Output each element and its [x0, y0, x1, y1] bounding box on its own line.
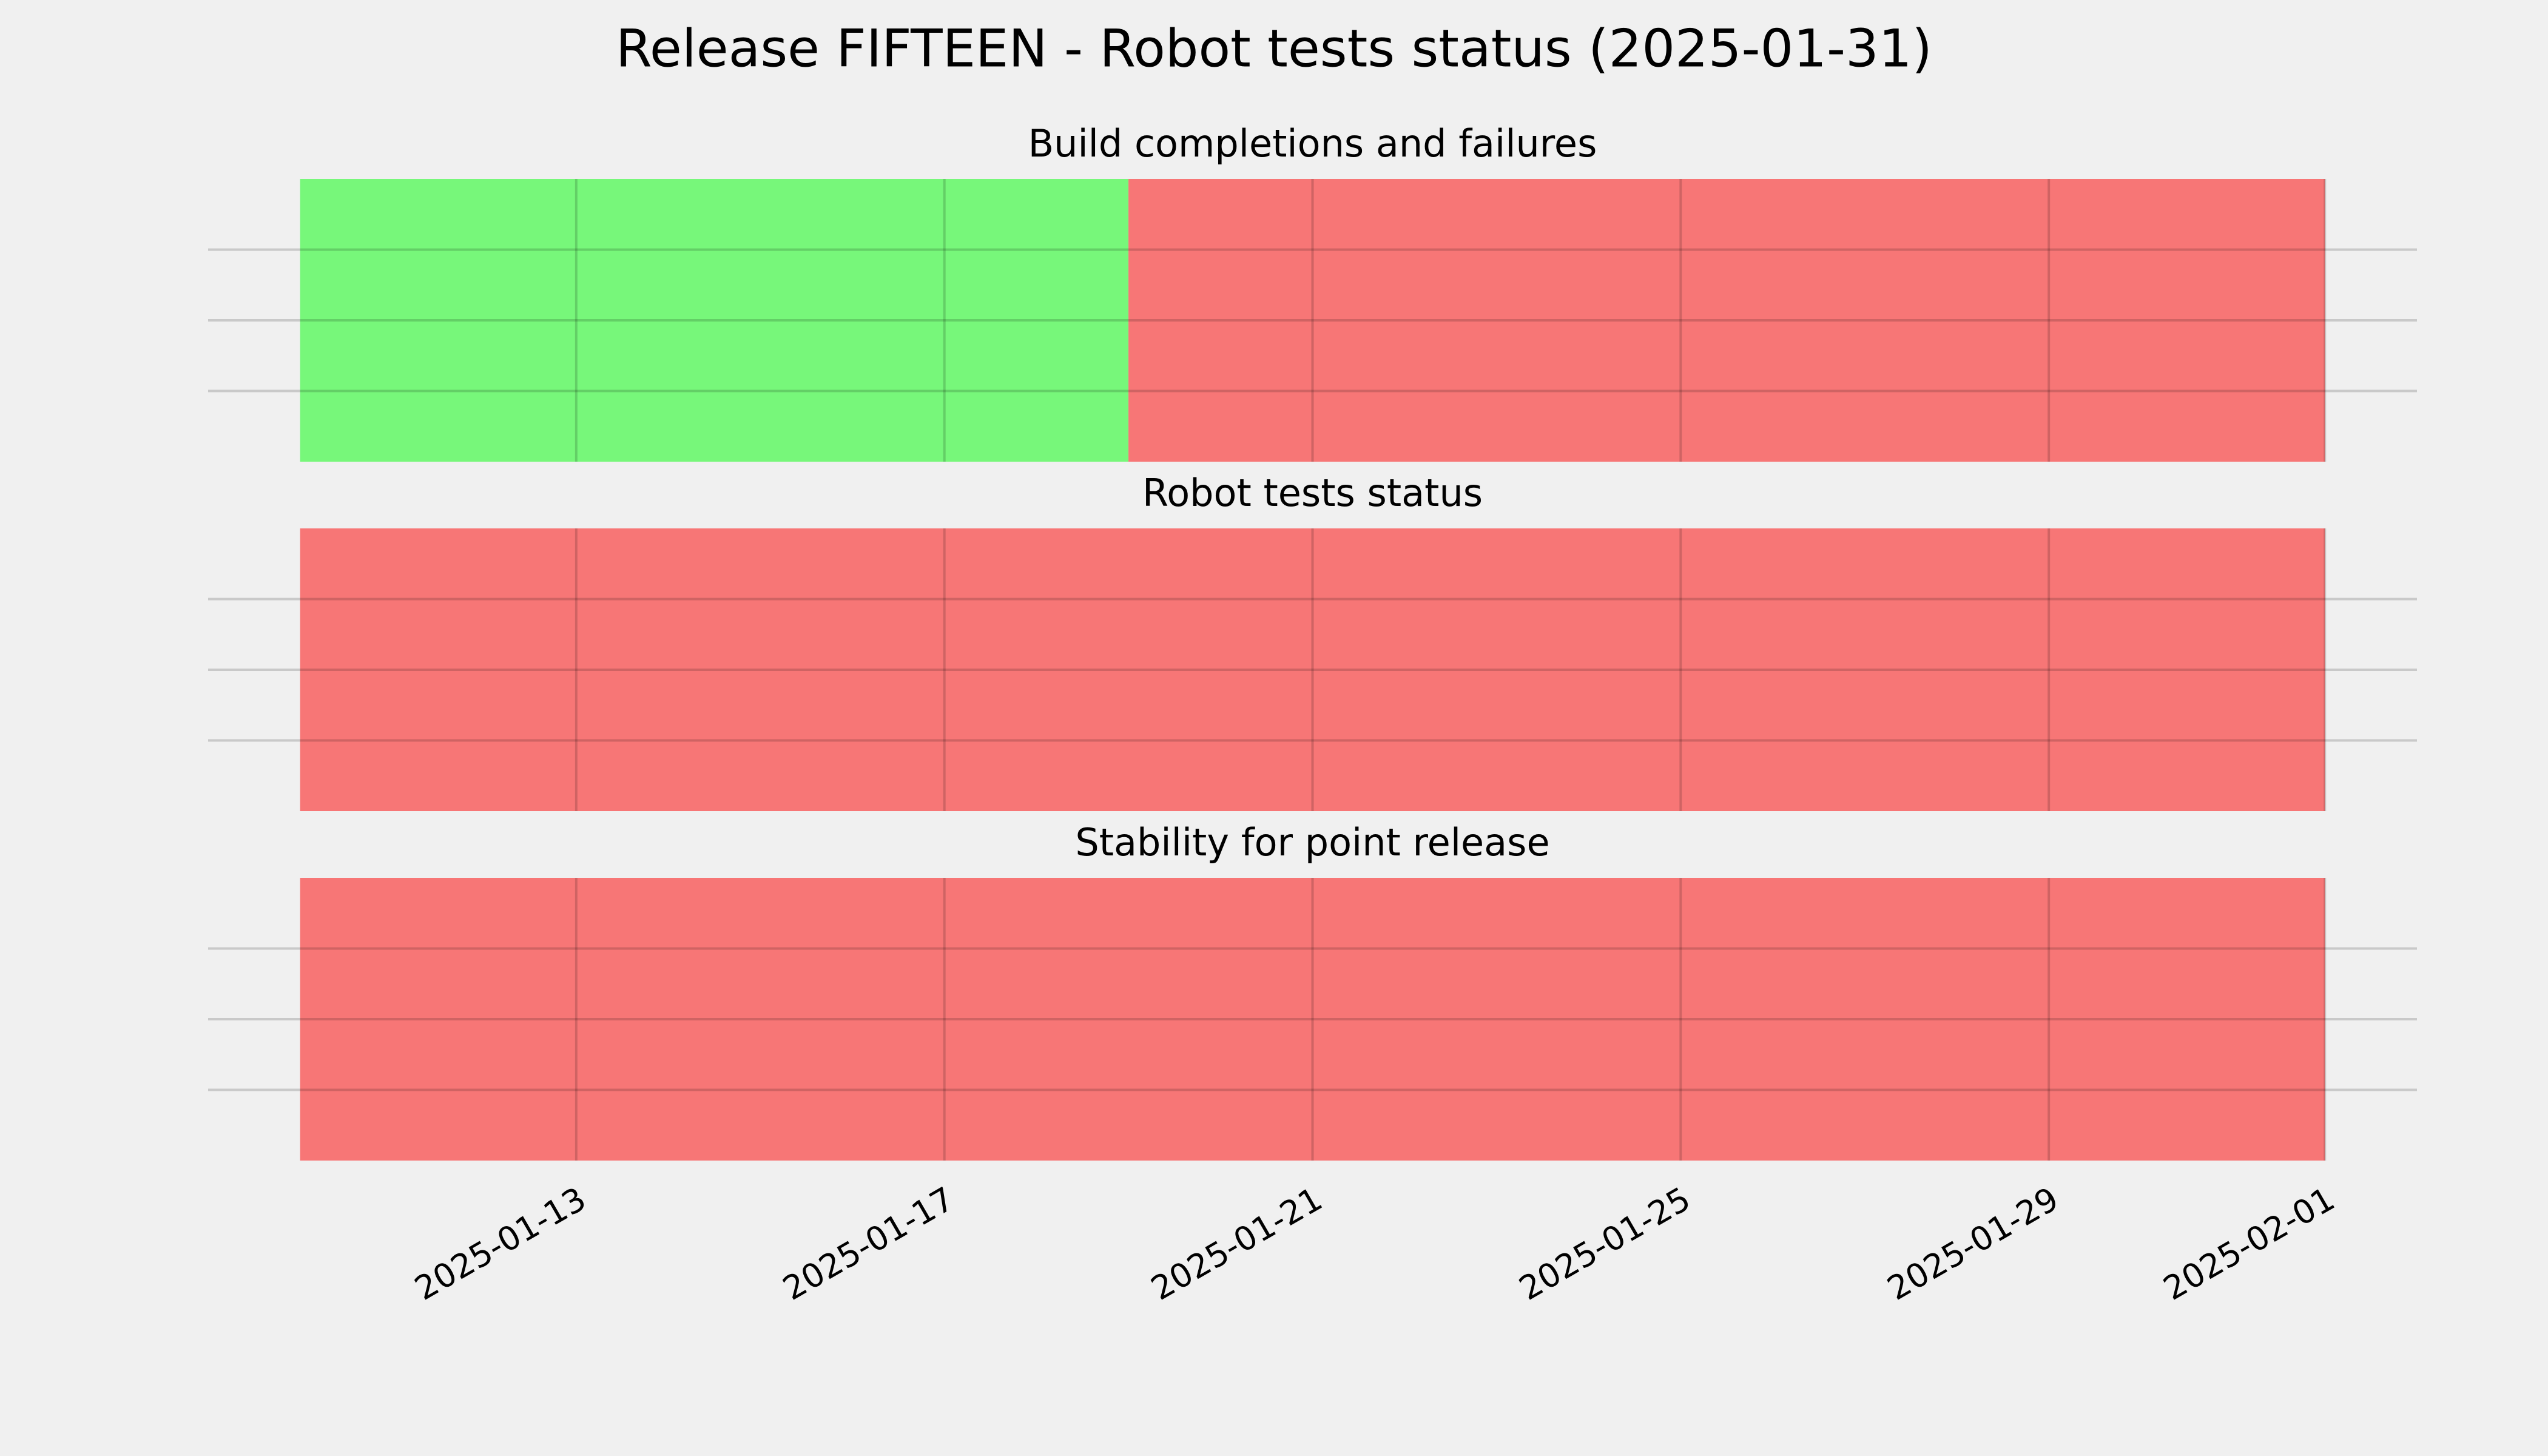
panel-title: Robot tests status [1142, 471, 1483, 515]
status-span [300, 528, 2325, 811]
panel-title: Build completions and failures [1028, 121, 1597, 166]
status-span [300, 878, 2325, 1161]
figure-title: Release FIFTEEN - Robot tests status (20… [616, 18, 1932, 79]
panel-title: Stability for point release [1075, 820, 1549, 864]
status-span [300, 179, 1129, 462]
status-span [1128, 179, 2325, 462]
